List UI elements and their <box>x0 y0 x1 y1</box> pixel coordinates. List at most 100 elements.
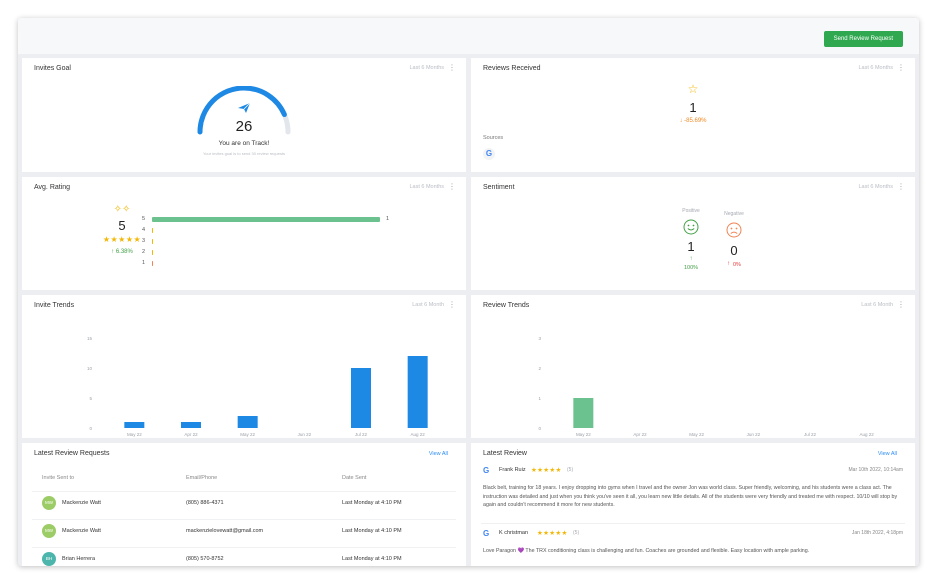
card-title: Invites Goal <box>34 65 71 72</box>
google-icon[interactable]: G <box>483 148 495 160</box>
rating-bar <box>152 261 153 266</box>
rating-bar <box>152 239 153 244</box>
review-text: Love Paragon 💜 The TRX conditioning clas… <box>483 548 810 554</box>
x-tick-label: May 22 <box>576 432 591 437</box>
x-tick-label: Jun 22 <box>747 432 761 437</box>
review-trends-card: Review Trends Last 6 Month ⋮ 0 1 2 3 May 22 A… <box>471 295 915 438</box>
invite-date: Last Monday at 4:10 PM <box>342 556 402 562</box>
rating-stars: ★★★★★ <box>102 235 142 244</box>
invite-contact: mackenzielovewatt@gmail.com <box>186 528 264 534</box>
x-tick-label: May 22 <box>689 432 704 437</box>
rating-bar-count: 1 <box>386 216 390 222</box>
x-tick-label: Aug 22 <box>860 432 875 437</box>
negative-count: 0 <box>730 243 738 258</box>
card-title: Avg. Rating <box>34 184 71 191</box>
y-tick-label: 0 <box>89 426 92 431</box>
google-icon: G <box>483 529 490 538</box>
review-author: K christman <box>499 530 529 536</box>
negative-change: 0% <box>733 262 741 268</box>
rating-bar-label: 4 <box>142 227 146 233</box>
view-all-reviews-link[interactable]: View All <box>877 451 897 457</box>
chart-bar[interactable] <box>181 422 201 428</box>
y-tick-label: 1 <box>538 396 541 401</box>
x-tick-label: Apr 22 <box>633 432 647 437</box>
table-header-cell: Date Sent <box>342 475 367 481</box>
negative-label: Negative <box>724 211 744 217</box>
paper-plane-icon <box>238 102 251 113</box>
x-tick-label: May 22 <box>127 432 142 437</box>
chart-bar[interactable] <box>573 398 594 428</box>
more-options-icon[interactable]: ⋮ <box>897 182 905 191</box>
goal-status: You are on Track! <box>218 140 270 147</box>
card-title: Invite Trends <box>34 302 75 309</box>
reviews-change: ↓ -85.69% <box>679 118 707 124</box>
card-title: Sentiment <box>483 184 515 191</box>
card-title: Reviews Received <box>483 65 541 72</box>
reviews-count: 1 <box>689 100 697 115</box>
chart-bar[interactable] <box>407 356 428 428</box>
positive-count: 1 <box>687 239 695 254</box>
period-selector[interactable]: Last 6 Months <box>858 184 893 190</box>
x-tick-label: May 22 <box>240 432 255 437</box>
period-selector[interactable]: Last 6 Months <box>409 65 444 71</box>
y-tick-label: 10 <box>87 366 93 371</box>
review-author: Frank Ruiz <box>499 467 526 473</box>
review-trends-chart: 0 1 2 3 May 22 Apr 22 May 22 Jun 22 Jul 22 Aug 22 <box>538 336 875 437</box>
star-outline-icon: ☆ <box>687 82 699 96</box>
rating-distribution: 5 1 4 3 2 1 <box>142 216 392 276</box>
rating-bar <box>152 217 380 222</box>
goal-gauge <box>197 86 291 135</box>
review-score: (5) <box>567 467 574 473</box>
positive-change: 100% <box>683 265 699 271</box>
chart-bar[interactable] <box>237 416 258 428</box>
invites-goal-card: Invites Goal Last 6 Months ⋮ 26 You are … <box>22 58 466 172</box>
period-selector[interactable]: Last 6 Months <box>858 65 893 71</box>
review-stars: ★★★★★ <box>531 467 562 474</box>
avatar: MW <box>42 524 56 538</box>
rating-bar-label: 5 <box>142 216 146 222</box>
x-tick-label: Jul 22 <box>804 432 817 437</box>
table-row[interactable] <box>32 519 456 543</box>
review-date: Mar 10th 2022, 10:14am <box>848 467 903 473</box>
goal-value: 26 <box>235 118 253 135</box>
invite-contact: (805) 886-4371 <box>186 500 224 506</box>
chart-bar[interactable] <box>351 368 371 428</box>
invite-contact: (805) 570-8752 <box>186 556 224 562</box>
y-tick-label: 5 <box>89 396 92 401</box>
stars-cluster-icon: ✧✧ <box>113 204 131 215</box>
more-options-icon[interactable]: ⋮ <box>448 63 456 72</box>
reviews-received-card: Reviews Received Last 6 Months ⋮ ☆ 1 ↓ -… <box>471 58 915 172</box>
table-row[interactable] <box>32 491 456 515</box>
invite-date: Last Monday at 4:10 PM <box>342 500 402 506</box>
period-selector[interactable]: Last 6 Month <box>861 302 893 308</box>
invite-trends-chart: 0 5 10 15 May 22 Apr 22 May 22 Jun 22 Jul 22 Aug … <box>87 336 428 437</box>
review-score: (5) <box>573 530 580 536</box>
y-tick-label: 3 <box>538 336 541 341</box>
avg-rating-card: Avg. Rating Last 6 Months ⋮ ✧✧ 5 ★★★★★ ↑… <box>22 177 466 290</box>
card-title: Review Trends <box>483 302 530 309</box>
rating-bar <box>152 250 153 255</box>
x-tick-label: Jul 22 <box>355 432 368 437</box>
y-tick-label: 0 <box>538 426 541 431</box>
review-date: Jan 18th 2022, 4:18pm <box>851 530 903 536</box>
sources-label: Sources <box>483 135 504 141</box>
more-options-icon[interactable]: ⋮ <box>897 63 905 72</box>
view-all-requests-link[interactable]: View All <box>428 451 448 457</box>
top-bar: Send Review Request <box>18 18 919 54</box>
send-review-request-button[interactable]: Send Review Request <box>823 31 903 47</box>
review-stars: ★★★★★ <box>537 530 568 537</box>
more-options-icon[interactable]: ⋮ <box>448 300 456 309</box>
more-options-icon[interactable]: ⋮ <box>897 300 905 309</box>
sentiment-card: Sentiment Last 6 Months ⋮ Positive Negat… <box>471 177 915 290</box>
latest-requests-card: Latest Review Requests View All Invite S… <box>22 443 466 566</box>
table-header-cell: Email/Phone <box>186 475 218 481</box>
avatar: MW <box>42 496 56 510</box>
rating-change: ↑ 6.38% <box>111 249 133 255</box>
table-row[interactable] <box>32 547 456 566</box>
period-selector[interactable]: Last 6 Month <box>412 302 444 308</box>
period-selector[interactable]: Last 6 Months <box>409 184 444 190</box>
more-options-icon[interactable]: ⋮ <box>448 182 456 191</box>
table-header-cell: Invite Sent to <box>42 475 75 481</box>
chart-bar[interactable] <box>124 422 145 428</box>
rating-bar <box>152 228 153 233</box>
